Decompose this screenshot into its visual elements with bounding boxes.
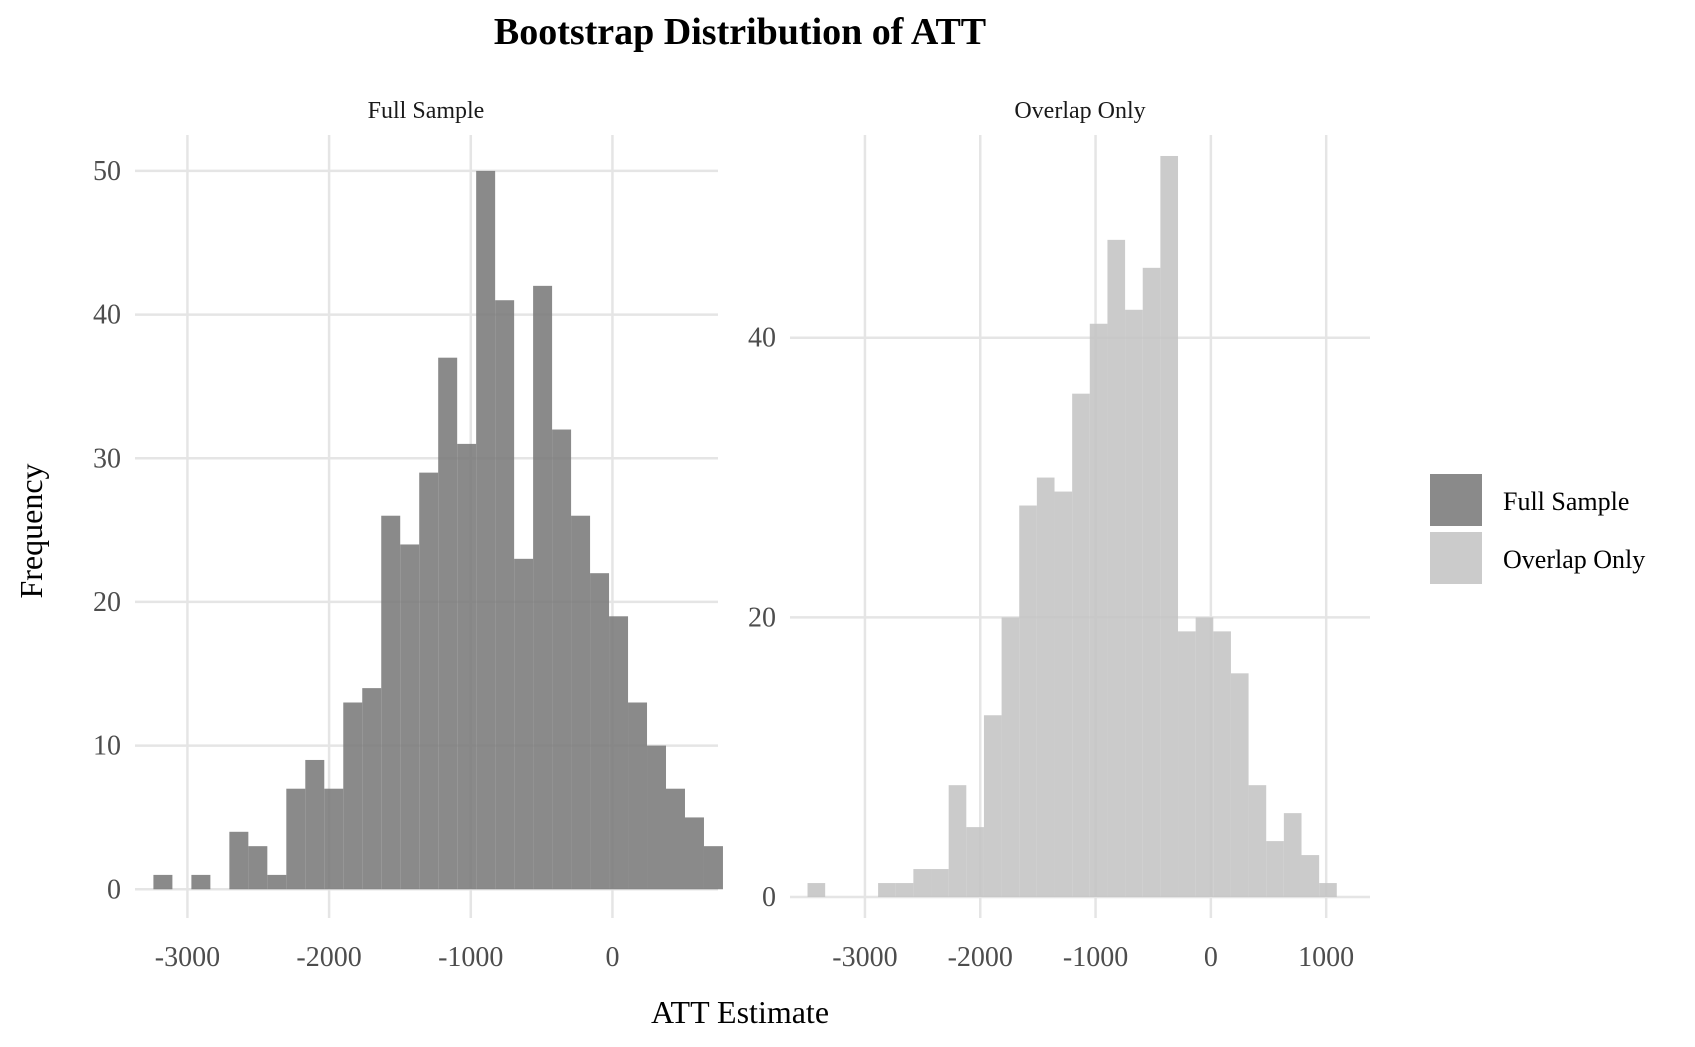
histogram-bar	[286, 788, 306, 890]
histogram-bar	[609, 616, 629, 890]
histogram-bar	[495, 300, 515, 890]
legend-key-overlap-only	[1430, 532, 1482, 584]
histogram-bar	[1001, 617, 1020, 898]
x-tick-label: 0	[1204, 942, 1218, 973]
x-tick-label: -2000	[948, 942, 1013, 973]
histogram-bar	[476, 170, 496, 890]
histogram-bar	[1072, 393, 1090, 898]
y-axis-title: Frequency	[13, 463, 49, 598]
legend-label-overlap-only: Overlap Only	[1503, 545, 1645, 574]
legend: Full Sample Overlap Only	[1430, 474, 1645, 584]
histogram-bar	[267, 874, 287, 890]
y-tick-label: 50	[93, 156, 121, 187]
histogram-bar	[948, 785, 967, 898]
histogram-bar	[1160, 155, 1179, 898]
x-tick-label: 0	[605, 942, 619, 973]
histogram-bar	[1178, 631, 1196, 898]
histogram-bar	[1036, 477, 1055, 898]
x-tick-label: -3000	[832, 942, 897, 973]
histogram-bar	[931, 869, 949, 898]
histogram-bar	[1319, 883, 1337, 898]
x-tick-label: 1000	[1298, 942, 1354, 973]
histogram-bar	[913, 869, 932, 898]
histogram-bar	[248, 846, 268, 890]
panel-full-sample: 0 10 20 30 40 50 -3000 -2000 -1000 0	[93, 135, 723, 973]
histogram-bar	[229, 831, 249, 890]
panel-overlap-only: 0 20 40 -3000 -2000 -1000 0 1000	[748, 135, 1370, 973]
x-tick-label: -1000	[1063, 942, 1128, 973]
histogram-bar	[191, 874, 211, 890]
histogram-bar	[1125, 309, 1143, 898]
histogram-bar	[571, 515, 591, 890]
histogram-bar	[878, 883, 896, 898]
histogram-bar	[400, 544, 420, 890]
x-tick-label: -2000	[296, 942, 361, 973]
histogram-bar	[153, 874, 173, 890]
histogram-bar	[966, 827, 984, 898]
y-tick-label: 0	[107, 874, 121, 905]
histogram-bar	[1230, 673, 1249, 898]
x-axis-title: ATT Estimate	[651, 994, 829, 1030]
histogram-bar	[514, 558, 534, 890]
histogram-bar	[457, 443, 477, 890]
histogram-bar	[438, 357, 458, 890]
histogram-bar	[362, 688, 382, 890]
strip-label-full-sample: Full Sample	[368, 98, 485, 124]
histogram-bar	[1142, 267, 1161, 898]
y-tick-label: 40	[93, 300, 121, 331]
histogram-bar	[419, 472, 439, 890]
legend-label-full-sample: Full Sample	[1503, 487, 1629, 516]
y-tick-label: 40	[748, 323, 776, 354]
histogram-bar	[703, 846, 723, 890]
histogram-bar	[1248, 785, 1267, 898]
histogram-bar	[381, 515, 401, 890]
histogram-bar	[590, 573, 610, 890]
histogram-bar	[1213, 631, 1231, 898]
x-tick-label: -1000	[438, 942, 503, 973]
histogram-bar	[666, 788, 685, 890]
strip-label-overlap-only: Overlap Only	[1014, 98, 1145, 124]
histogram-bar	[1195, 617, 1214, 898]
histogram-bar	[343, 702, 363, 890]
chart-title: Bootstrap Distribution of ATT	[494, 11, 986, 53]
histogram-bar	[1266, 841, 1284, 898]
histogram-bar	[647, 745, 667, 890]
legend-key-full-sample	[1430, 474, 1482, 526]
histogram-bar	[1301, 855, 1320, 898]
y-tick-label: 10	[93, 731, 121, 762]
x-tick-label: -3000	[155, 942, 220, 973]
histogram-bar	[305, 759, 325, 890]
histogram-bar	[807, 883, 826, 898]
y-tick-label: 20	[748, 602, 776, 633]
histogram-bar	[1089, 323, 1108, 898]
y-tick-label: 30	[93, 443, 121, 474]
y-tick-label: 20	[93, 587, 121, 618]
histogram-bar	[324, 788, 344, 890]
histogram-bar	[983, 715, 1002, 898]
histogram-bar	[684, 817, 704, 890]
histogram-bar	[533, 285, 553, 890]
histogram-bar	[1283, 813, 1302, 898]
histogram-bar	[1107, 239, 1126, 898]
y-tick-label: 0	[762, 882, 776, 913]
histogram-bar	[1019, 505, 1037, 898]
histogram-bar	[895, 883, 914, 898]
histogram-bar	[628, 702, 648, 890]
histogram-bar	[552, 429, 572, 890]
histogram-bar	[1054, 491, 1073, 898]
